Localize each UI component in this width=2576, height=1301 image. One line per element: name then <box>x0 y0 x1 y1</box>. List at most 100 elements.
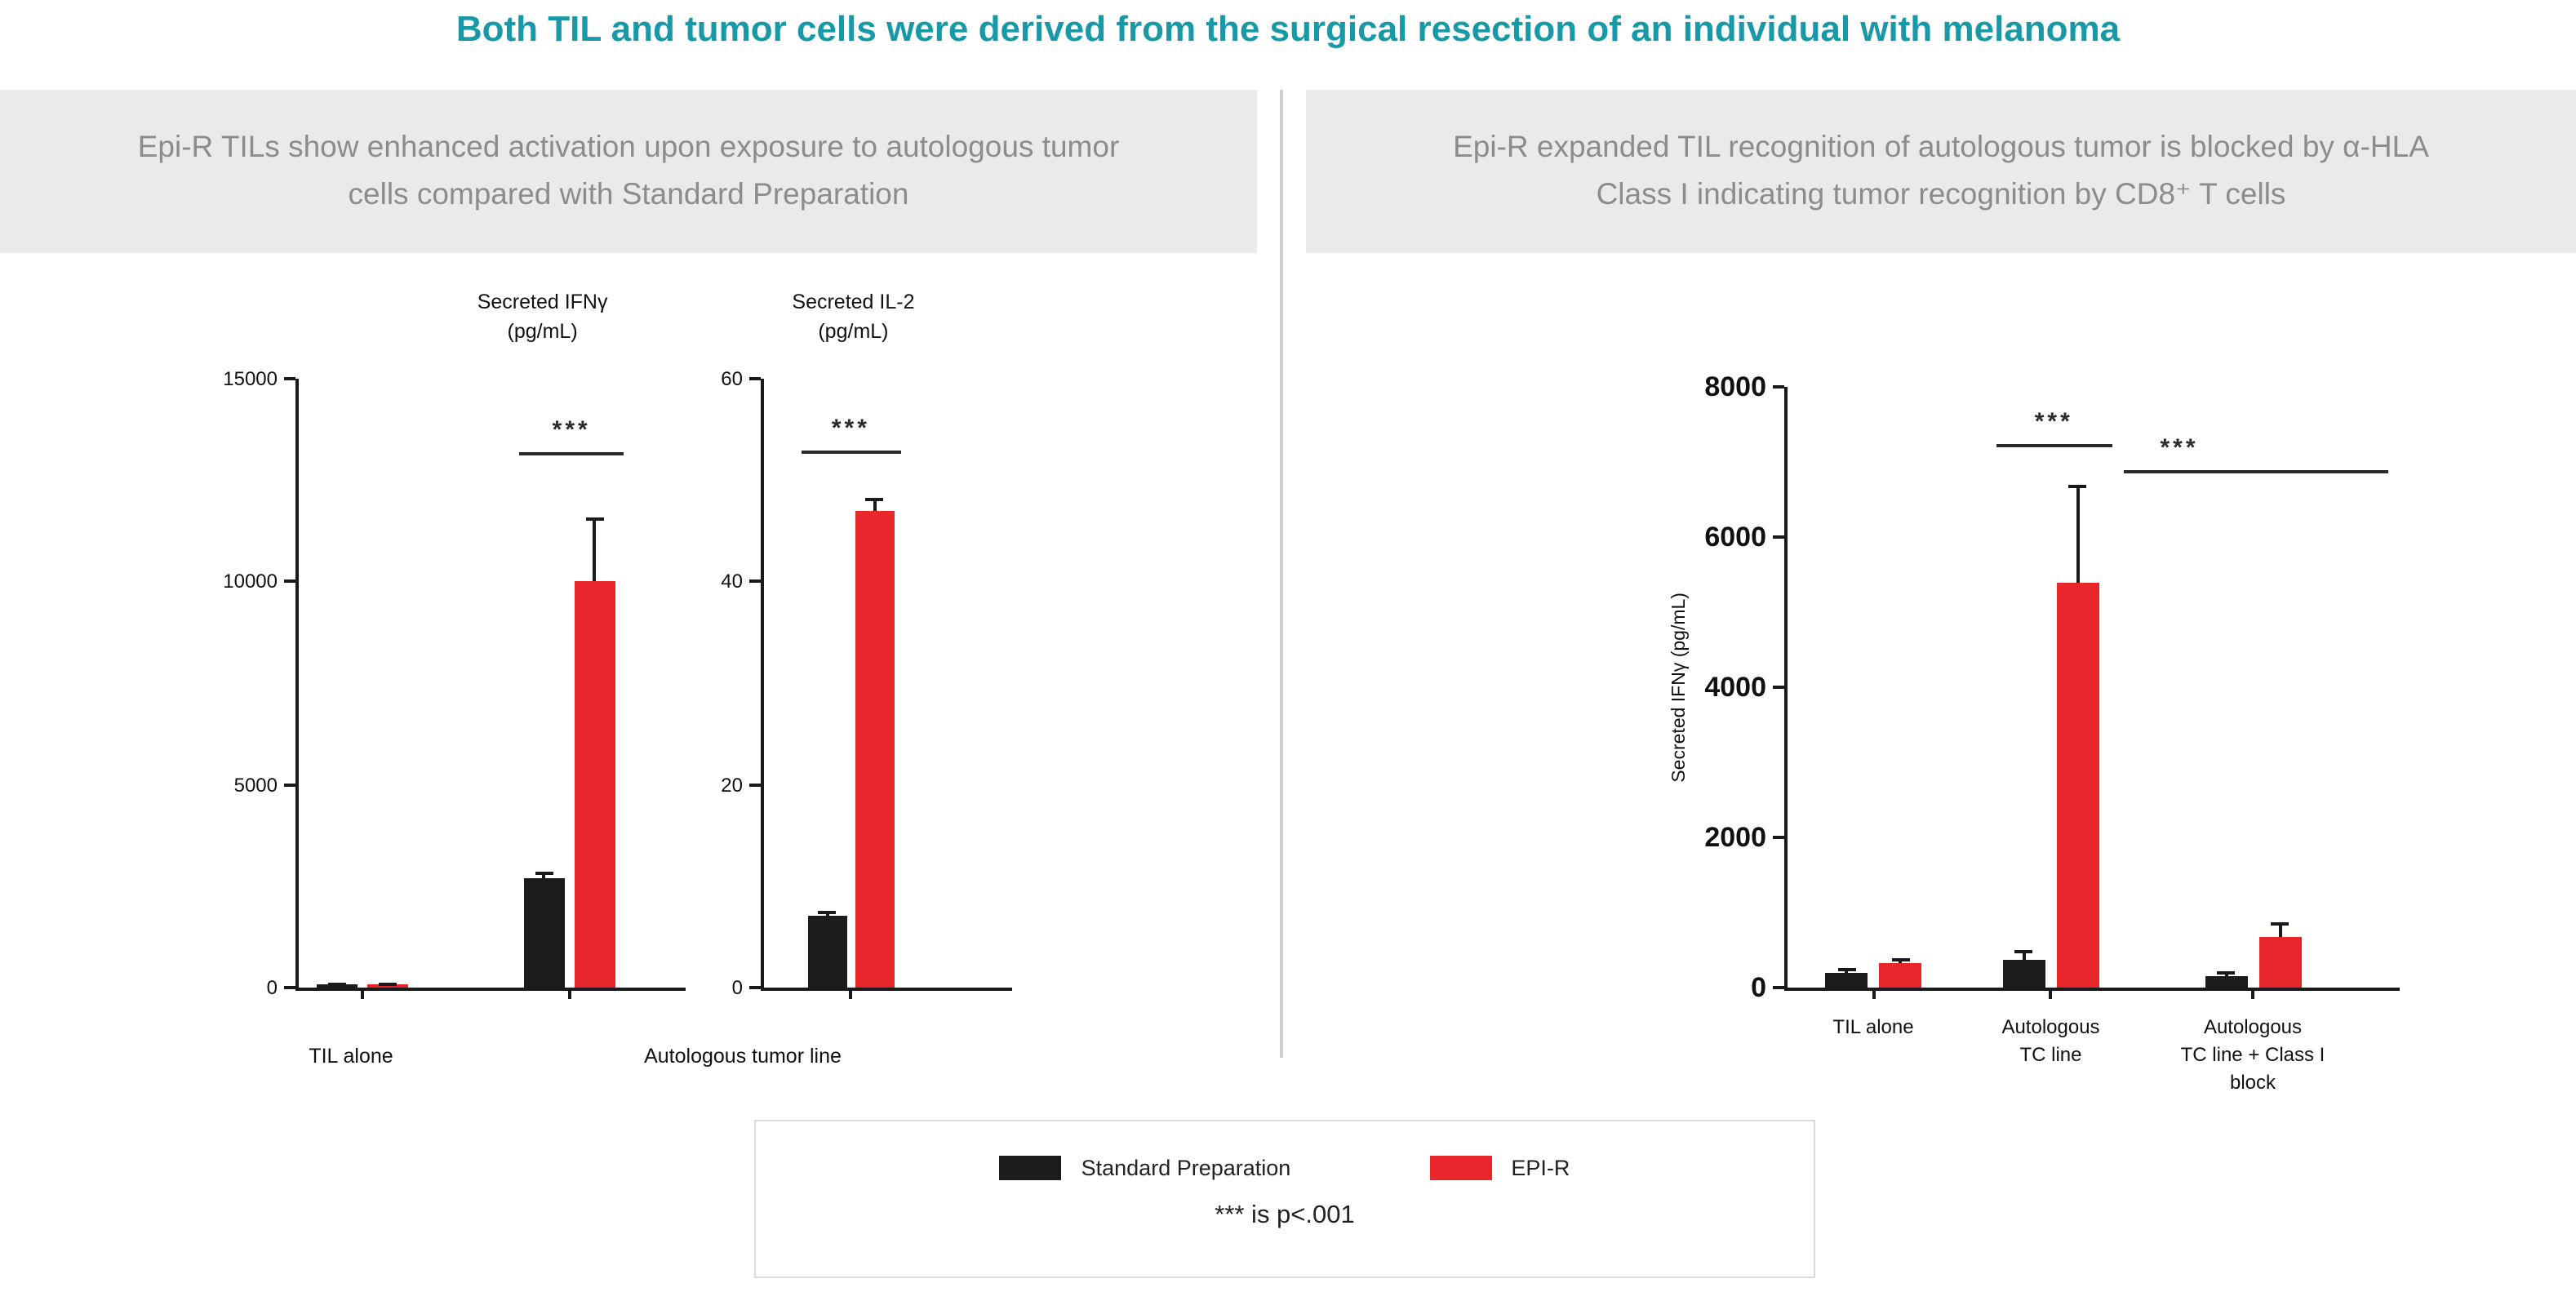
y-tick <box>749 579 761 584</box>
y-tick <box>284 783 295 787</box>
y-tick-label: 5000 <box>233 773 278 797</box>
legend-row: Standard Preparation EPI-R <box>756 1156 1814 1180</box>
y-tick-label: 0 <box>1751 972 1766 1003</box>
x-tick <box>849 988 853 999</box>
y-axis-line <box>295 379 299 988</box>
y-tick-label: 40 <box>721 570 743 593</box>
x-category-label: TIL alone <box>1832 1015 1914 1038</box>
y-tick <box>284 986 295 989</box>
y-tick-label: 0 <box>266 976 278 999</box>
epir-bar <box>367 984 409 988</box>
error-bar-stem <box>593 517 597 582</box>
error-bar-cap <box>1837 968 1855 972</box>
left-panel-header: Epi-R TILs show enhanced activation upon… <box>0 90 1257 253</box>
error-bar-cap <box>535 872 553 876</box>
y-tick-label: 20 <box>721 773 743 797</box>
x-axis-line <box>761 988 1012 991</box>
page-title: Both TIL and tumor cells were derived fr… <box>455 8 2121 49</box>
error-bar-cap <box>2271 921 2289 926</box>
error-bar-stem <box>873 498 877 511</box>
x-tick <box>2049 988 2053 999</box>
significance-line <box>2124 469 2387 473</box>
x-label-til-alone: TIL alone <box>309 1045 393 1068</box>
y-tick-label: 60 <box>721 367 743 390</box>
y-tick-label: 6000 <box>1704 522 1766 553</box>
error-bar-cap <box>2014 950 2033 953</box>
x-category-label: Autologous TC line <box>2001 1015 2100 1066</box>
error-bar-stem <box>2022 950 2026 960</box>
error-bar-cap <box>865 498 884 502</box>
significance-stars: *** <box>2160 433 2199 462</box>
standard-preparation-bar <box>317 984 358 988</box>
x-label-autologous-tumor-line: Autologous tumor line <box>644 1045 842 1068</box>
chart-title-ifng: Secreted IFNγ (pg/mL) <box>477 291 608 342</box>
legend-item-standard-preparation: Standard Preparation <box>999 1156 1291 1180</box>
epir-bar <box>2258 936 2301 988</box>
x-category-label: Autologous TC line + Class I block <box>2180 1015 2325 1094</box>
x-tick <box>361 988 365 999</box>
standard-preparation-bar <box>2002 959 2045 988</box>
standard-preparation-label: Standard Preparation <box>1081 1156 1291 1180</box>
error-bar-cap <box>1891 957 1909 961</box>
significance-stars: *** <box>2034 407 2073 435</box>
y-tick <box>1773 535 1784 539</box>
significance-line <box>1996 443 2112 446</box>
chart-secreted-ifng-right: Secreted IFNγ (pg/mL) 8000 6000 4000 2000 0 T… <box>1670 373 2400 1093</box>
y-tick-label: 2000 <box>1704 822 1766 853</box>
error-bar-cap <box>328 982 347 986</box>
x-tick <box>567 988 571 999</box>
legend-item-epir: EPI-R <box>1429 1156 1570 1180</box>
y-axis-line <box>761 379 764 988</box>
y-tick <box>284 377 295 380</box>
chart-secreted-ifng-left: Secreted IFNγ (pg/mL) 15000 10000 5000 0 *** <box>223 291 686 999</box>
x-axis-line <box>1784 988 2400 991</box>
y-tick-label: 15000 <box>223 367 278 390</box>
significance-stars: *** <box>831 414 870 442</box>
standard-preparation-bar <box>1825 972 1868 988</box>
epir-label: EPI-R <box>1511 1156 1570 1180</box>
standard-preparation-bar <box>523 877 565 988</box>
significance-note: *** is p<.001 <box>1215 1201 1355 1229</box>
panel-divider <box>1280 90 1283 1058</box>
standard-preparation-swatch <box>999 1156 1062 1180</box>
significance-line <box>519 451 624 455</box>
y-tick <box>1773 986 1784 989</box>
epir-bar <box>855 510 895 988</box>
y-tick <box>749 377 761 380</box>
epir-bar <box>1879 963 1921 988</box>
error-bar-stem <box>2278 921 2281 937</box>
epir-bar <box>2056 582 2099 988</box>
y-tick-label: 4000 <box>1704 672 1766 703</box>
epir-bar <box>574 581 615 988</box>
x-tick <box>2251 988 2254 999</box>
epir-swatch <box>1429 1156 1492 1180</box>
y-tick <box>284 579 295 584</box>
y-tick <box>749 783 761 787</box>
significance-stars: *** <box>552 415 591 444</box>
y-tick <box>749 986 761 989</box>
y-tick <box>1773 385 1784 389</box>
y-tick-label: 10000 <box>223 570 278 593</box>
y-tick <box>1773 686 1784 689</box>
right-panel-header: Epi-R expanded TIL recognition of autolo… <box>1306 90 2576 253</box>
chart-title-il2: Secreted IL-2 (pg/mL) <box>792 291 915 342</box>
error-bar-cap <box>2068 484 2087 488</box>
error-bar-cap <box>2217 971 2235 975</box>
standard-preparation-bar <box>807 916 847 988</box>
y-tick-label: 0 <box>731 976 743 999</box>
error-bar-cap <box>379 982 398 986</box>
y-axis-line <box>1784 387 1788 988</box>
y-tick-label: 8000 <box>1704 371 1766 402</box>
standard-preparation-bar <box>2205 976 2247 988</box>
error-bar-cap <box>818 911 837 915</box>
x-tick <box>1872 988 1875 999</box>
error-bar-stem <box>2076 484 2080 583</box>
y-axis-label: Secreted IFNγ (pg/mL) <box>1670 592 1690 783</box>
x-axis-line <box>295 988 686 991</box>
left-panel-header-text: Epi-R TILs show enhanced activation upon… <box>137 129 1120 211</box>
y-axis-label-wrap: Secreted IFNγ (pg/mL) <box>1670 387 1690 988</box>
chart-secreted-il2: Secreted IL-2 (pg/mL) 60 40 20 0 *** <box>721 291 1012 999</box>
y-tick <box>1773 836 1784 839</box>
right-panel-header-text: Epi-R expanded TIL recognition of autolo… <box>1453 129 2429 211</box>
